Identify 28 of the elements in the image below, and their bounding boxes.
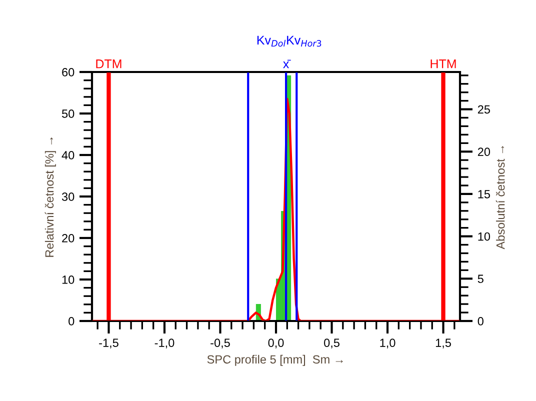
y2-tick-label: 0	[478, 317, 484, 326]
y2-tick-label: 5	[478, 274, 484, 284]
y2-tick-label: 15	[478, 190, 490, 198]
y2-tick-label: 25	[478, 105, 490, 114]
y2-tick-label: 10	[478, 232, 490, 241]
x-axis-title: SPC profile 5 [mm] Sm →	[207, 354, 343, 366]
x-tick-label: -0,5	[210, 338, 230, 348]
ref-line-label: HTM	[430, 60, 456, 68]
x-tick-label: 0,0	[268, 338, 284, 348]
y-tick-label: 30	[62, 192, 74, 201]
y-tick-label: 0	[68, 317, 74, 326]
ref-line-label: Kv$_{Hor3}$	[287, 36, 322, 47]
ref-line-label: x̄	[283, 60, 291, 68]
x-tick-label: -1,0	[154, 338, 174, 348]
y-tick-label: 20	[62, 234, 74, 242]
x-tick-label: 1,5	[436, 338, 451, 348]
y-tick-label: 60	[62, 68, 74, 76]
y-tick-label: 10	[62, 276, 74, 284]
x-tick-label: 0,5	[324, 338, 340, 348]
ref-line-label: DTM	[96, 60, 122, 68]
ref-line-label: Kv$_{Dol}$	[257, 36, 286, 47]
y2-axis-title: Absolutní četnost →	[496, 146, 505, 250]
y-tick-label: 40	[62, 151, 74, 160]
y-axis-title: Relativní četnost [%] →	[44, 138, 56, 257]
x-tick-label: 1,0	[380, 338, 396, 348]
x-tick-label: -1,5	[99, 338, 118, 348]
y2-tick-label: 20	[478, 148, 490, 156]
y-tick-label: 50	[62, 110, 74, 118]
